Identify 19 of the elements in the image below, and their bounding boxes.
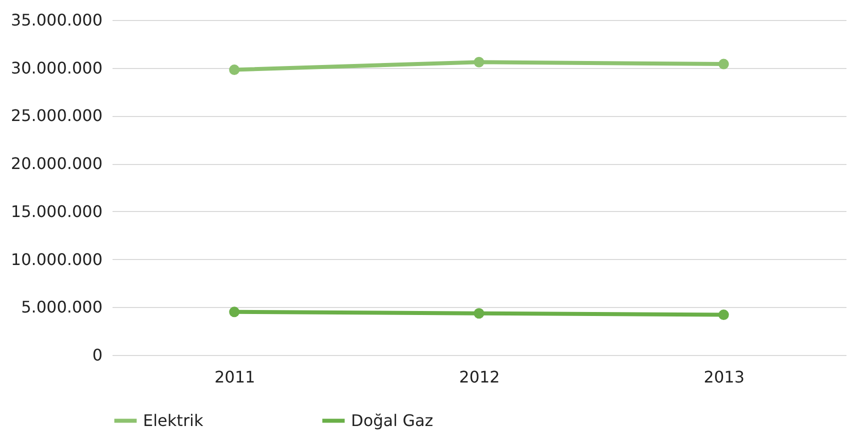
x-tick-label: 2011 bbox=[214, 368, 256, 386]
point bbox=[718, 310, 729, 320]
point bbox=[229, 306, 240, 318]
point bbox=[229, 64, 240, 76]
legend-label: Doğal Gaz bbox=[351, 410, 434, 430]
legend-label: Elektrik bbox=[143, 410, 204, 430]
y-tick-label: 15.000.000 bbox=[10, 202, 102, 221]
point bbox=[474, 308, 484, 319]
point bbox=[718, 58, 729, 70]
y-tick-label: 25.000.000 bbox=[10, 106, 102, 126]
y-tick-label: 10.000.000 bbox=[10, 250, 102, 269]
y-tick-label: 20.000.000 bbox=[10, 154, 102, 174]
y-tick-label: 30.000.000 bbox=[10, 58, 102, 78]
y-tick-label: 5.000.000 bbox=[21, 298, 102, 317]
x-tick-label: 2012 bbox=[459, 368, 500, 386]
y-tick-label: 0 bbox=[92, 346, 102, 364]
point bbox=[474, 56, 484, 68]
y-tick-label: 35.000.000 bbox=[10, 10, 102, 30]
x-tick-label: 2013 bbox=[704, 368, 745, 386]
